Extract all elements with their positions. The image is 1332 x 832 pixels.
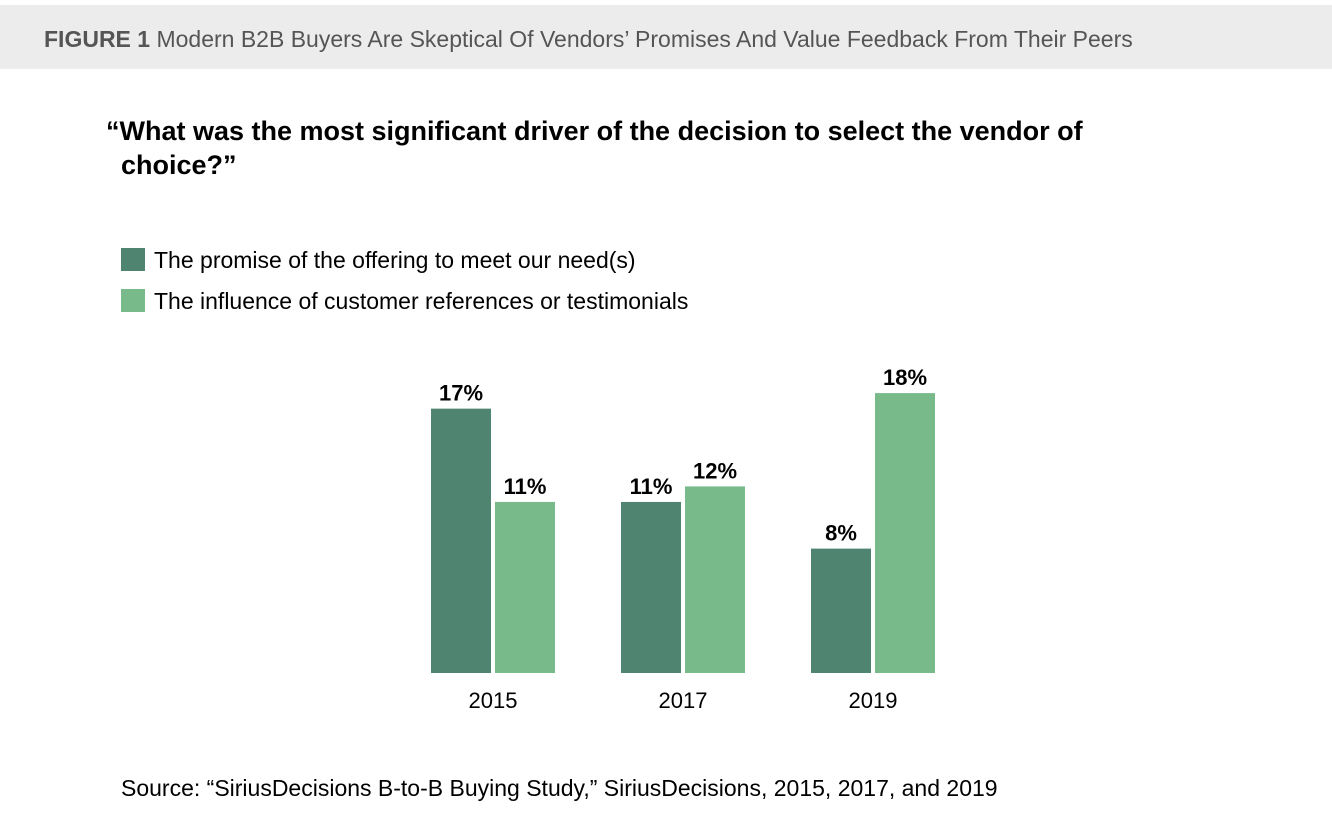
bar-2019-series-1 [811,548,871,673]
chart-question: “What was the most significant driver of… [106,114,1226,182]
data-label-2019-series-2: 18% [883,365,927,390]
question-line-1: “What was the most significant driver of… [106,116,1083,146]
figure-header: FIGURE 1 Modern B2B Buyers Are Skeptical… [0,5,1332,69]
figure-title: FIGURE 1 Modern B2B Buyers Are Skeptical… [44,26,1133,53]
x-tick-label-2015: 2015 [469,688,518,713]
question-line-2: choice?” [121,150,237,180]
figure-title-text: Modern B2B Buyers Are Skeptical Of Vendo… [156,26,1133,52]
legend-swatch-references [121,289,145,312]
bar-2017-series-1 [621,501,681,673]
figure-label: FIGURE 1 [44,26,151,52]
bar-2015-series-1 [431,408,491,673]
legend-swatch-promise [121,248,145,271]
data-label-2015-series-1: 17% [439,381,483,406]
data-label-2017-series-1: 11% [630,474,673,499]
data-label-2019-series-1: 8% [825,521,857,546]
legend-label-references: The influence of customer references or … [154,288,689,314]
source-note: Source: “SiriusDecisions B-to-B Buying S… [121,775,998,801]
data-label-2015-series-2: 11% [504,474,547,499]
data-label-2017-series-2: 12% [693,458,737,483]
bar-2015-series-2 [495,501,555,673]
x-tick-label-2019: 2019 [849,688,898,713]
bar-2019-series-2 [875,393,935,673]
legend-label-promise: The promise of the offering to meet our … [154,247,636,273]
x-tick-label-2017: 2017 [659,688,708,713]
bar-2017-series-2 [685,486,745,673]
